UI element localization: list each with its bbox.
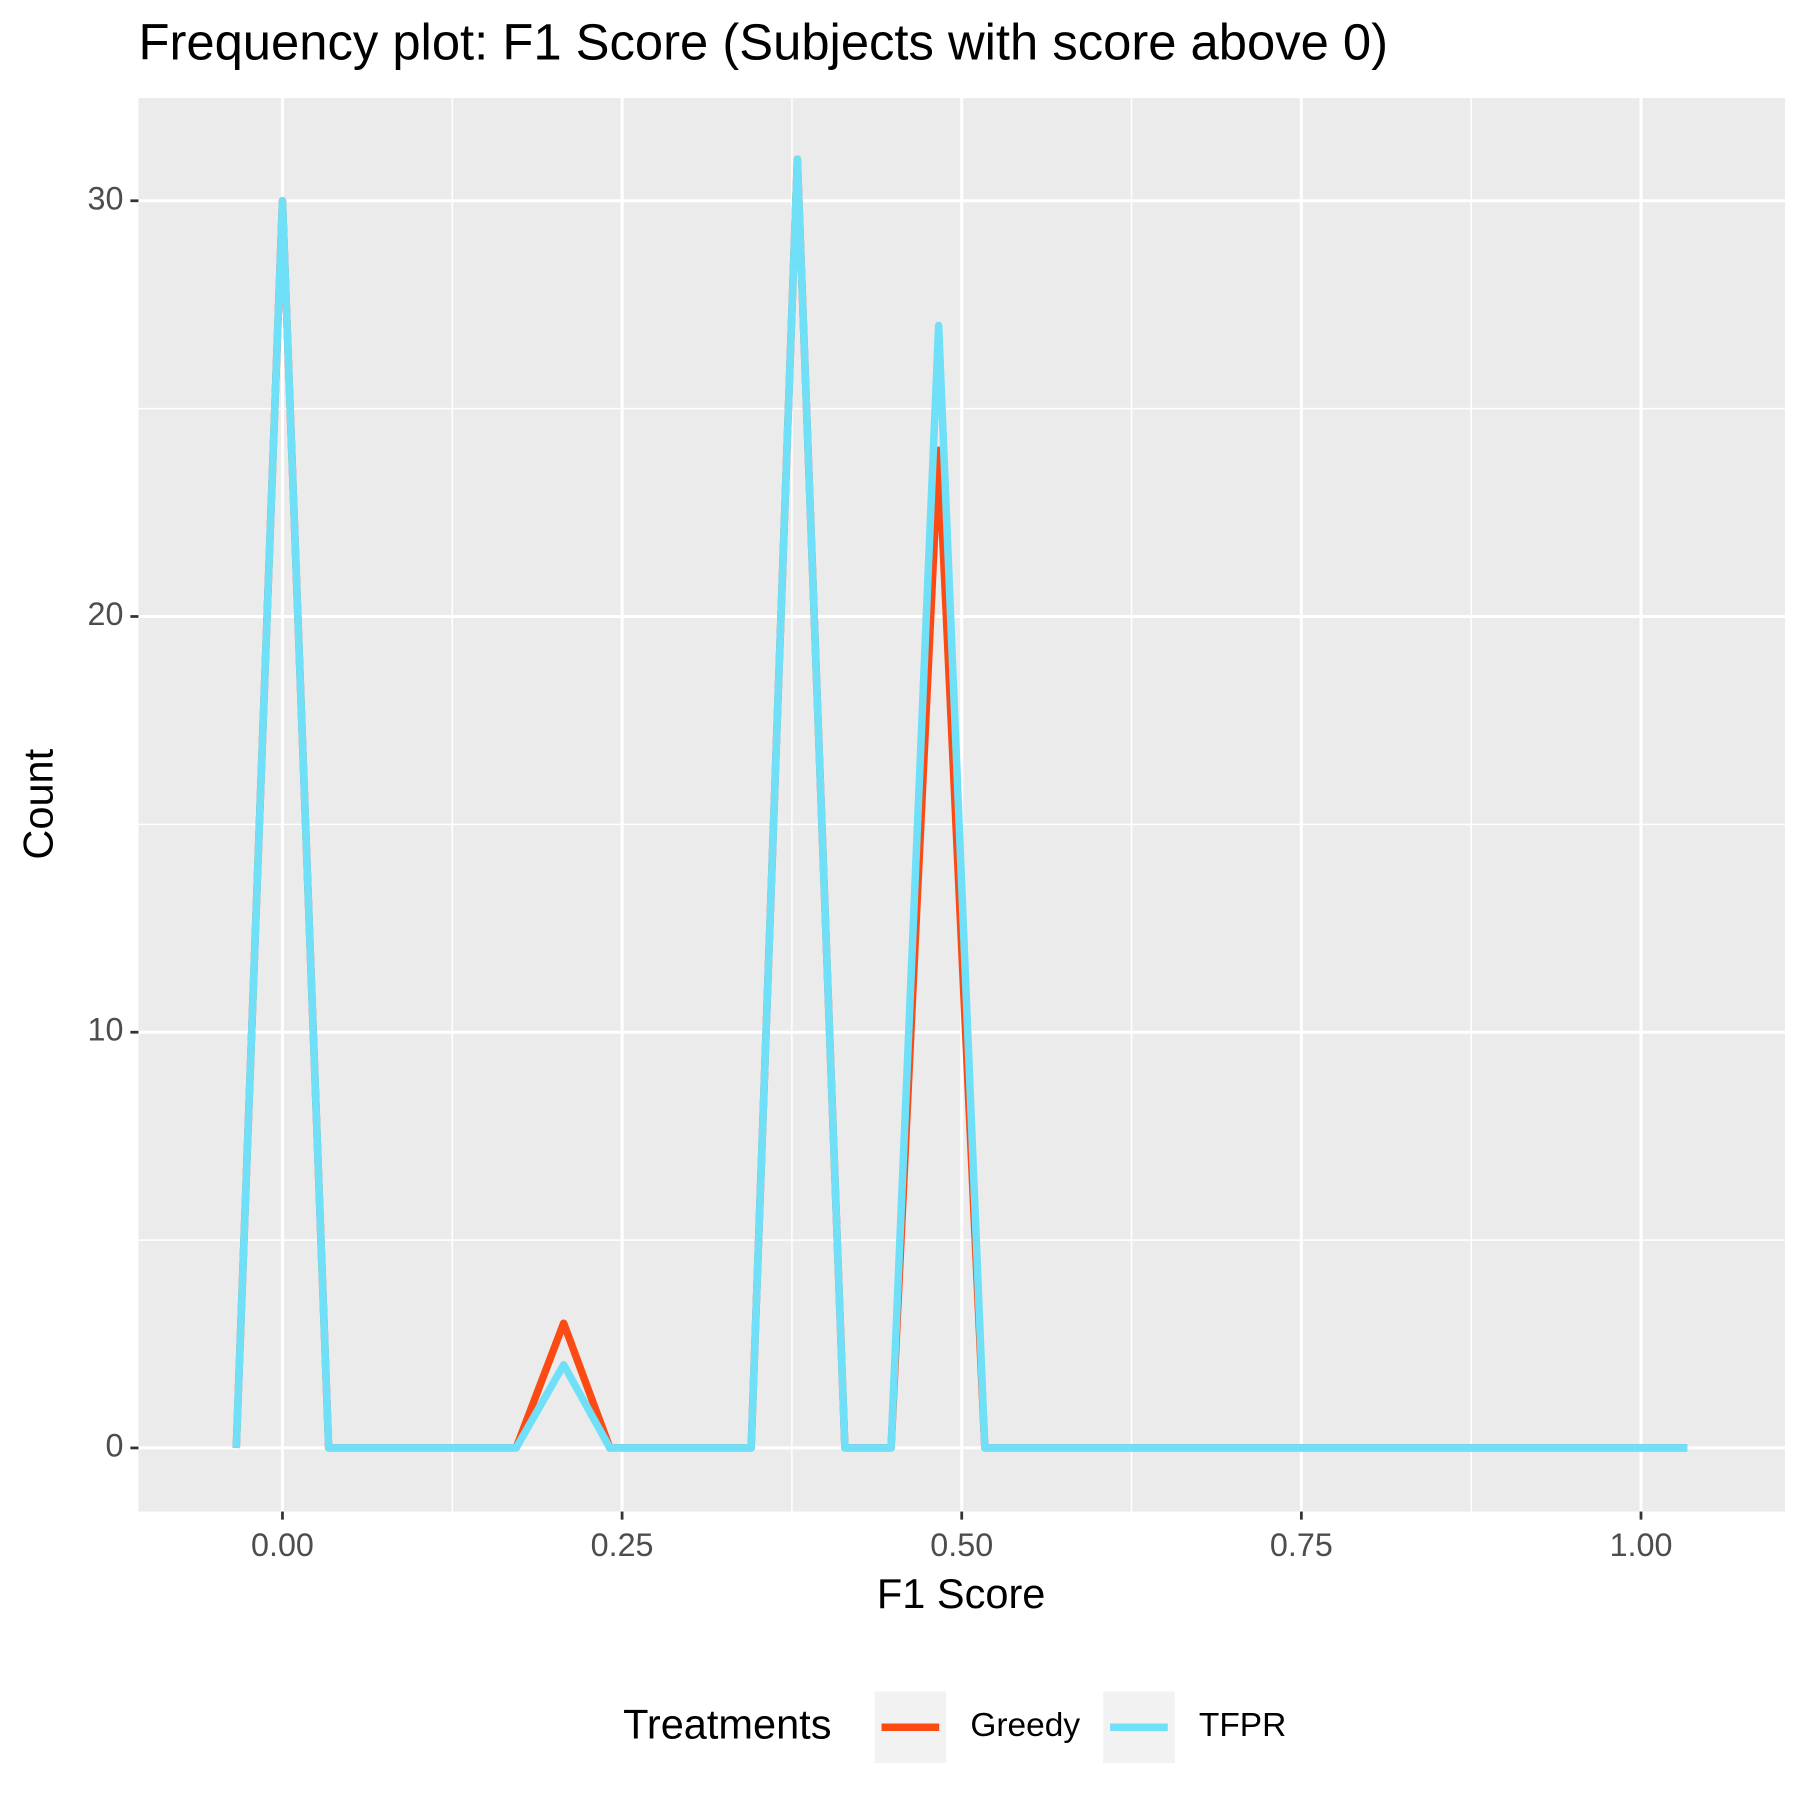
series-line xyxy=(232,155,1688,1452)
legend-label: TFPR xyxy=(1199,1707,1286,1744)
x-tick-label: 0.00 xyxy=(251,1527,314,1563)
x-tick-label: 0.50 xyxy=(930,1527,993,1563)
y-axis-label: Count xyxy=(15,748,62,859)
x-tick-label: 0.75 xyxy=(1270,1527,1333,1563)
y-tick-label: 10 xyxy=(88,1012,124,1048)
lines xyxy=(232,155,1688,1452)
y-tick-label: 30 xyxy=(88,180,124,216)
x-tick-label: 0.25 xyxy=(591,1527,654,1563)
chart-title: Frequency plot: F1 Score (Subjects with … xyxy=(138,14,1388,71)
y-tick-label: 20 xyxy=(88,596,124,632)
y-tick-label: 0 xyxy=(105,1427,123,1463)
x-axis-label: F1 Score xyxy=(877,1570,1045,1617)
legend: Treatments Greedy TFPR xyxy=(623,1691,1286,1764)
legend-label: Greedy xyxy=(970,1707,1080,1744)
legend-title: Treatments xyxy=(623,1700,831,1747)
x-tick-label: 1.00 xyxy=(1610,1527,1673,1563)
